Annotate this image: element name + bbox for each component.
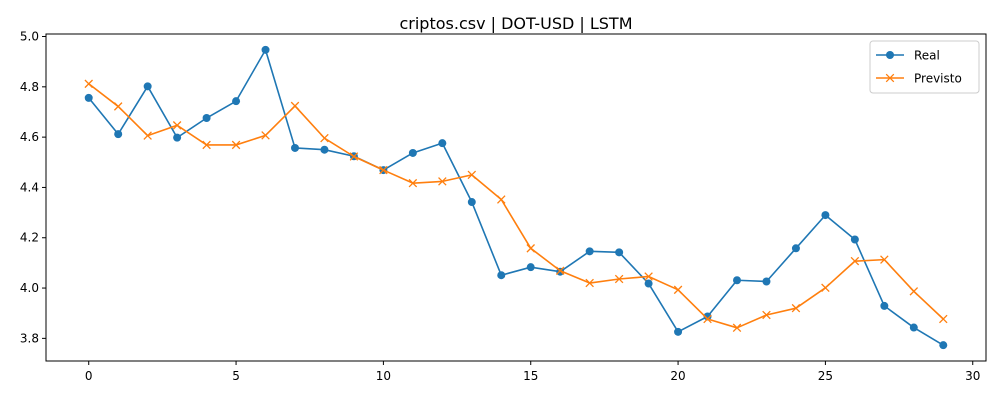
x-tick-label: 30	[965, 369, 980, 383]
data-point-real	[438, 139, 447, 148]
data-point-previsto	[349, 152, 359, 161]
data-point-previsto	[555, 266, 565, 275]
data-point-previsto	[467, 170, 477, 180]
data-point-previsto	[84, 79, 93, 89]
data-point-real	[939, 341, 948, 350]
data-point-real	[585, 247, 594, 256]
data-point-real	[791, 244, 800, 253]
data-point-previsto	[143, 131, 152, 140]
x-tick-label: 20	[670, 369, 685, 383]
data-point-previsto	[113, 102, 123, 111]
legend-box	[869, 40, 980, 94]
data-point-real	[320, 145, 329, 154]
data-point-real	[408, 148, 417, 157]
data-point-previsto	[762, 310, 771, 320]
data-point-real	[290, 143, 299, 152]
y-tick-label: 4.0	[20, 281, 39, 295]
data-point-real	[143, 82, 152, 91]
data-point-real	[909, 323, 918, 332]
data-point-real	[261, 45, 270, 54]
legend-marker-real	[886, 51, 894, 59]
plot-frame	[45, 33, 987, 362]
data-point-real	[762, 277, 771, 286]
data-point-real	[114, 130, 123, 139]
data-point-previsto	[202, 140, 211, 150]
legend-marker-previsto	[885, 73, 895, 83]
data-point-previsto	[791, 303, 801, 313]
chart-title: criptos.csv | DOT-USD | LSTM	[399, 14, 632, 33]
data-point-real	[674, 327, 683, 336]
data-point-real	[733, 276, 742, 285]
data-point-previsto	[703, 314, 712, 324]
legend-label-real: Real	[914, 49, 940, 63]
y-tick-label: 3.8	[20, 331, 39, 345]
data-point-previsto	[614, 274, 624, 284]
y-tick-label: 4.6	[20, 130, 39, 144]
data-point-real	[232, 97, 241, 106]
data-point-previsto	[939, 314, 948, 324]
data-point-previsto	[379, 165, 388, 175]
data-point-real	[497, 271, 506, 280]
data-point-previsto	[438, 177, 447, 186]
data-point-real	[173, 133, 182, 142]
y-tick-label: 5.0	[20, 30, 39, 44]
data-point-real	[202, 114, 211, 123]
data-point-previsto	[585, 278, 594, 288]
data-point-real	[880, 301, 889, 310]
data-point-previsto	[320, 133, 329, 143]
x-tick-label: 5	[232, 369, 240, 383]
data-point-real	[615, 248, 624, 257]
data-point-previsto	[673, 285, 683, 295]
data-point-previsto	[290, 101, 300, 111]
data-point-previsto	[408, 178, 418, 188]
data-point-real	[467, 198, 476, 207]
data-point-real	[644, 279, 653, 288]
series-line-real	[88, 49, 944, 346]
data-point-real	[526, 263, 535, 272]
data-point-previsto	[172, 121, 182, 130]
data-point-previsto	[644, 272, 653, 281]
data-point-previsto	[231, 140, 241, 150]
data-point-previsto	[850, 256, 860, 266]
x-tick-label: 0	[85, 369, 93, 383]
data-point-previsto	[821, 283, 830, 293]
x-tick-label: 15	[523, 369, 538, 383]
y-tick-label: 4.8	[20, 80, 39, 94]
series-line-previsto	[88, 83, 944, 329]
y-tick-label: 4.4	[20, 180, 39, 194]
data-point-previsto	[909, 287, 919, 296]
data-point-previsto	[497, 195, 506, 204]
x-tick-label: 10	[376, 369, 391, 383]
legend-label-previsto: Previsto	[914, 72, 962, 86]
data-point-real	[703, 312, 712, 321]
data-point-real	[84, 93, 93, 102]
data-point-previsto	[732, 323, 742, 333]
legend: Real Previsto	[869, 40, 980, 94]
data-point-previsto	[261, 131, 270, 140]
x-tick-label: 25	[818, 369, 833, 383]
data-point-real	[850, 235, 859, 244]
data-point-previsto	[526, 244, 535, 253]
data-point-previsto	[880, 255, 889, 264]
data-point-real	[821, 211, 830, 220]
y-tick-label: 4.2	[20, 231, 39, 245]
